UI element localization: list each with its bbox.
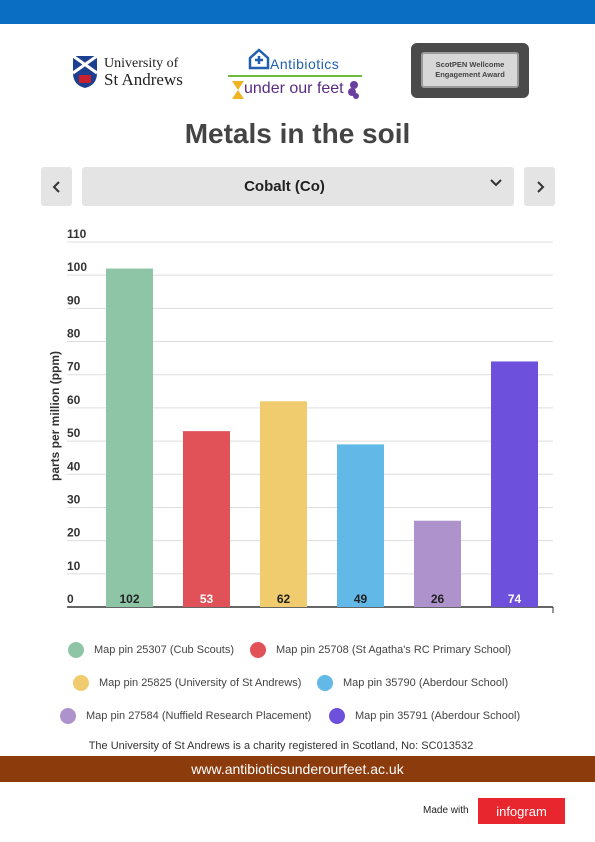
- next-button[interactable]: [524, 167, 555, 206]
- university-logo: University of St Andrews: [72, 55, 183, 89]
- y-tick-label: 50: [67, 426, 81, 440]
- legend-label: Map pin 25708 (St Agatha's RC Primary Sc…: [276, 644, 512, 656]
- legend-swatch: [73, 675, 89, 691]
- university-name-line2: St Andrews: [104, 70, 183, 89]
- medical-house-icon: [248, 48, 270, 70]
- bar-value-label: 26: [431, 592, 445, 606]
- bar-value-label: 74: [508, 592, 522, 606]
- hourglass-icon: [232, 81, 244, 99]
- chevron-right-icon: [536, 180, 544, 193]
- y-tick-label: 10: [67, 559, 81, 573]
- y-tick-label: 70: [67, 360, 81, 374]
- bar-value-label: 49: [354, 592, 368, 606]
- website-link[interactable]: www.antibioticsunderourfeet.ac.uk: [191, 761, 404, 777]
- bar-value-label: 62: [277, 592, 291, 606]
- metal-select-value: Cobalt (Co): [244, 178, 325, 195]
- project-subtitle: under our feet: [244, 80, 344, 97]
- project-title: Antibiotics: [270, 56, 340, 72]
- chart-bars: [106, 268, 538, 607]
- legend-swatch: [317, 675, 333, 691]
- y-axis-label: parts per million (ppm): [48, 351, 62, 481]
- y-tick-label: 20: [67, 526, 81, 540]
- legend-item[interactable]: Map pin 35790 (Aberdour School): [317, 675, 508, 691]
- bar[interactable]: [260, 401, 307, 607]
- chart-data-labels: 102 53 62 49 26 74: [119, 592, 521, 606]
- legend-label: Map pin 35790 (Aberdour School): [343, 677, 509, 689]
- bar[interactable]: [183, 431, 230, 607]
- y-tick-label: 60: [67, 393, 81, 407]
- legend-item[interactable]: Map pin 27584 (Nuffield Research Placeme…: [60, 708, 311, 724]
- metal-select[interactable]: Cobalt (Co): [82, 167, 514, 206]
- legend-label: Map pin 25307 (Cub Scouts): [94, 644, 235, 656]
- project-divider: [228, 75, 362, 77]
- university-name-line1: University of: [104, 56, 179, 71]
- y-tick-label: 40: [67, 459, 81, 473]
- y-tick-label: 90: [67, 293, 81, 307]
- bar[interactable]: [337, 444, 384, 607]
- bar-value-label: 102: [119, 592, 139, 606]
- y-tick-label: 80: [67, 327, 81, 341]
- y-tick-label: 100: [67, 260, 87, 274]
- chevron-left-icon: [52, 180, 60, 193]
- infogram-logo[interactable]: infogram: [478, 798, 565, 824]
- y-tick-label: 30: [67, 492, 81, 506]
- bar[interactable]: [106, 268, 153, 607]
- charity-notice: The University of St Andrews is a charit…: [88, 740, 474, 752]
- legend-item[interactable]: Map pin 25307 (Cub Scouts): [68, 642, 234, 658]
- y-tick-label: 110: [67, 227, 87, 241]
- bar[interactable]: [414, 520, 461, 607]
- university-crest-icon: [72, 55, 98, 88]
- legend-label: Map pin 27584 (Nuffield Research Placeme…: [86, 710, 312, 722]
- legend-item[interactable]: Map pin 25708 (St Agatha's RC Primary Sc…: [250, 642, 511, 658]
- bar-value-label: 53: [200, 592, 214, 606]
- legend-item[interactable]: Map pin 25825 (University of St Andrews): [73, 675, 301, 691]
- legend-swatch: [68, 642, 84, 658]
- legend-swatch: [60, 708, 76, 724]
- footer-bar: www.antibioticsunderourfeet.ac.uk: [0, 756, 595, 782]
- top-bar: [0, 0, 595, 24]
- legend-swatch: [329, 708, 345, 724]
- legend-swatch: [250, 642, 266, 658]
- legend-label: Map pin 35791 (Aberdour School): [355, 710, 521, 722]
- legend-item[interactable]: Map pin 35791 (Aberdour School): [329, 708, 520, 724]
- page-title: Metals in the soil: [184, 118, 411, 149]
- y-tick-label: 0: [67, 592, 74, 606]
- made-with-text: Made with: [423, 805, 469, 816]
- legend-label: Map pin 25825 (University of St Andrews): [99, 677, 302, 689]
- bacteria-icon: [348, 81, 359, 99]
- bar[interactable]: [491, 361, 538, 607]
- award-badge: ScotPEN Wellcome Engagement Award: [411, 43, 529, 98]
- project-logo: Antibiotics under our feet: [226, 48, 364, 102]
- award-text: ScotPEN Wellcome Engagement Award: [421, 52, 519, 88]
- chevron-down-icon: [490, 179, 502, 187]
- previous-button[interactable]: [41, 167, 72, 206]
